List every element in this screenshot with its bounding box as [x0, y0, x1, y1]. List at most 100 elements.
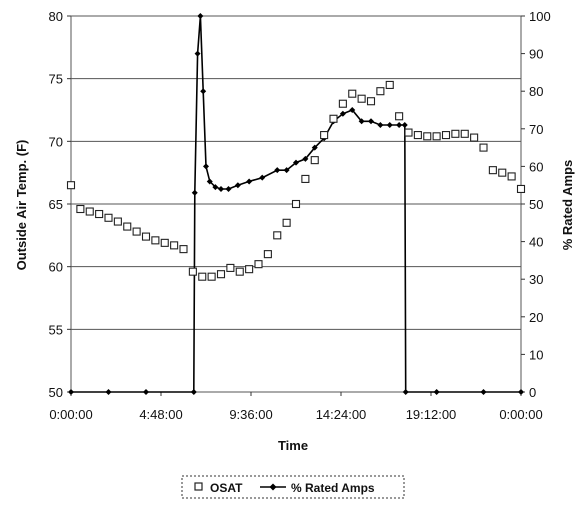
- amps-point: [212, 184, 219, 191]
- osat-point: [95, 209, 104, 219]
- osat-point: [413, 131, 422, 140]
- osat-point: [245, 265, 254, 274]
- osat-point: [85, 207, 94, 216]
- osat-point: [254, 260, 263, 269]
- x-tick-label: 0:00:00: [499, 407, 542, 422]
- legend: OSAT % Rated Amps: [181, 475, 405, 499]
- amps-point: [349, 107, 356, 113]
- amps-point: [302, 155, 309, 162]
- legend-amps-label: % Rated Amps: [291, 481, 375, 495]
- amps-point: [246, 178, 253, 185]
- amps-point: [311, 144, 318, 151]
- data-series: [66, 13, 526, 395]
- amps-point: [368, 118, 374, 125]
- osat-point: [329, 114, 338, 123]
- axes: [67, 15, 525, 396]
- osat-point: [395, 112, 404, 121]
- osat-point: [113, 217, 122, 226]
- tick-labels: 50 55 60 65 70 75 80 0 10 20 30 40 50 60 70 80 90 100 0:00…: [49, 9, 551, 422]
- x-tick-label: 4:48:00: [139, 407, 182, 422]
- legend-osat-marker: [194, 482, 203, 491]
- osat-point: [516, 184, 526, 194]
- osat-point: [376, 87, 385, 96]
- osat-point: [498, 168, 507, 177]
- y-left-tick-label: 65: [49, 197, 63, 212]
- amps-point: [200, 88, 207, 95]
- osat-point: [104, 213, 113, 222]
- osat-point: [404, 128, 413, 137]
- y-right-tick-label: 40: [529, 235, 543, 250]
- osat-point: [338, 99, 347, 108]
- amps-point: [194, 50, 201, 57]
- amps-point: [225, 185, 232, 192]
- amps-point: [358, 118, 365, 125]
- amps-point: [402, 389, 409, 395]
- y-left-tick-label: 70: [49, 134, 63, 149]
- osat-point: [207, 272, 216, 281]
- amps-point: [218, 185, 224, 192]
- amps-point: [433, 389, 440, 395]
- x-tick-label: 14:24:00: [316, 407, 367, 422]
- osat-point: [366, 97, 376, 106]
- amps-point: [206, 178, 213, 185]
- osat-point: [141, 232, 151, 241]
- osat-point: [423, 132, 432, 141]
- amps-point: [386, 122, 393, 129]
- osat-point: [179, 245, 188, 254]
- osat-point: [170, 241, 179, 250]
- amps-point: [518, 389, 524, 395]
- y-right-tick-label: 100: [529, 9, 551, 24]
- amps-point: [401, 122, 408, 129]
- osat-point: [470, 133, 479, 142]
- amps-point: [197, 13, 204, 19]
- amps-point: [293, 159, 299, 166]
- osat-point: [488, 166, 497, 175]
- osat-point: [188, 267, 197, 276]
- legend-box: [181, 475, 405, 499]
- y-right-tick-label: 10: [529, 347, 543, 362]
- osat-point: [507, 172, 516, 181]
- osat-point: [385, 80, 394, 89]
- osat-point: [123, 222, 132, 231]
- osat-point: [451, 129, 460, 138]
- y-left-tick-label: 80: [49, 9, 63, 24]
- osat-point: [160, 238, 169, 247]
- osat-point: [76, 204, 85, 214]
- y-right-tick-label: 0: [529, 385, 536, 400]
- amps-point: [283, 167, 290, 174]
- osat-point: [151, 236, 160, 245]
- legend-amps-marker: [269, 483, 277, 491]
- amps-point: [396, 122, 403, 129]
- amps-point: [274, 167, 281, 174]
- amps-point: [105, 389, 112, 395]
- y-left-tick-label: 55: [49, 322, 63, 337]
- osat-point: [479, 143, 488, 152]
- amps-point: [68, 389, 74, 395]
- osat-point: [198, 272, 207, 281]
- amps-point: [203, 163, 209, 170]
- y-left-axis-title: Outside Air Temp. (F): [14, 140, 29, 271]
- y-left-tick-label: 75: [49, 72, 63, 87]
- osat-point: [432, 132, 441, 141]
- osat-point: [320, 131, 329, 140]
- amps-point: [143, 389, 149, 395]
- y-right-tick-label: 80: [529, 84, 543, 99]
- x-tick-label: 19:12:00: [406, 407, 457, 422]
- amps-point: [191, 189, 198, 196]
- osat-point: [66, 181, 76, 190]
- y-left-tick-label: 50: [49, 385, 63, 400]
- osat-point: [441, 131, 451, 140]
- osat-point: [216, 270, 226, 279]
- osat-point: [235, 267, 244, 276]
- legend-osat-label: OSAT: [210, 481, 243, 495]
- amps-point: [339, 110, 346, 117]
- amps-point: [480, 389, 487, 395]
- osat-point: [263, 250, 272, 259]
- amps-point: [190, 389, 197, 395]
- osat-point: [132, 227, 141, 236]
- y-right-tick-label: 30: [529, 272, 543, 287]
- osat-point: [226, 263, 235, 272]
- y-right-tick-label: 50: [529, 197, 543, 212]
- amps-point: [234, 182, 241, 189]
